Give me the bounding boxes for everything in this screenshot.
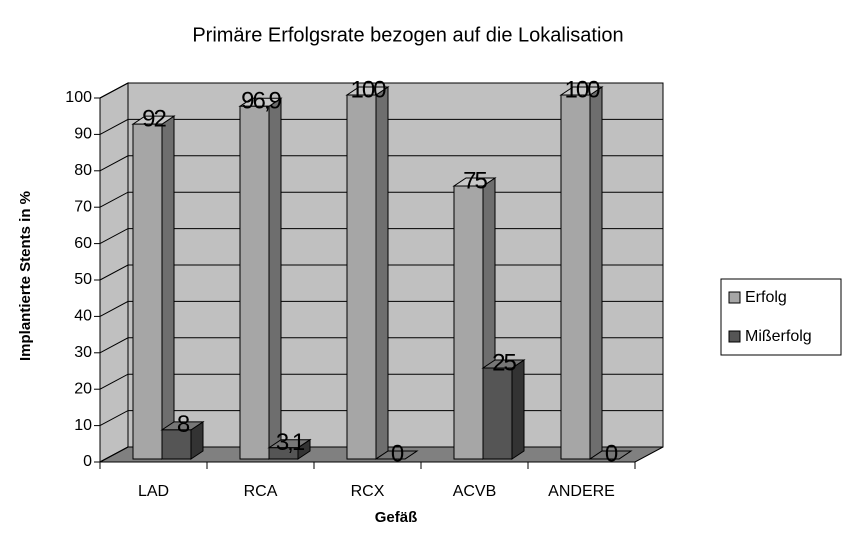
bar-side — [161, 115, 175, 460]
y-axis-label: Implantierte Stents in % — [17, 191, 34, 361]
bar — [559, 86, 604, 460]
x-tick-label: ACVB — [453, 483, 497, 500]
data-label: 96,9 — [241, 88, 281, 115]
y-tick-label: 100 — [65, 89, 92, 106]
y-tick-label: 10 — [74, 417, 92, 434]
legend-box — [720, 278, 842, 356]
y-tick-label: 0 — [83, 453, 92, 470]
x-tick-label: RCA — [244, 483, 278, 500]
y-tick-label: 30 — [74, 344, 92, 361]
y-tick-label: 40 — [74, 308, 92, 325]
data-label: 0 — [605, 440, 618, 467]
data-label: 25 — [492, 349, 516, 376]
bar-front — [268, 447, 299, 460]
y-tick-label: 50 — [74, 271, 92, 288]
data-label: 100 — [564, 76, 600, 103]
legend-swatch — [728, 330, 741, 343]
x-tick-label: RCX — [351, 483, 385, 500]
data-label: 75 — [463, 167, 487, 194]
legend-swatch — [728, 291, 741, 304]
bar-front — [560, 94, 591, 460]
data-label: 92 — [142, 105, 166, 132]
data-label: 0 — [391, 440, 404, 467]
x-tick-label: LAD — [138, 483, 169, 500]
bar — [267, 438, 312, 460]
grid-line — [99, 82, 663, 99]
legend-label: Mißerfolg — [745, 328, 812, 345]
y-tick-label: 20 — [74, 380, 92, 397]
chart-title: Primäre Erfolgsrate bezogen auf die Loka… — [192, 24, 623, 46]
bar-side — [268, 97, 282, 460]
bar-side — [375, 86, 389, 460]
data-label: 100 — [350, 76, 386, 103]
bar — [131, 115, 176, 460]
bar-front — [239, 105, 270, 460]
bar — [345, 86, 390, 460]
grid-line — [99, 118, 663, 135]
x-tick-label: ANDERE — [548, 483, 615, 500]
bar-front — [482, 367, 513, 460]
bar — [374, 450, 419, 460]
grid-line — [99, 155, 663, 172]
bar — [481, 359, 526, 460]
data-label: 8 — [177, 411, 190, 438]
bar — [588, 450, 633, 460]
x-axis-label: Gefäß — [375, 509, 418, 526]
legend-label: Erfolg — [745, 289, 787, 306]
y-tick-label: 60 — [74, 235, 92, 252]
bar-front — [346, 94, 377, 460]
y-tick-label: 80 — [74, 162, 92, 179]
bar-side — [589, 86, 603, 460]
bar — [238, 97, 283, 460]
bar-front — [453, 185, 484, 460]
bar-front — [161, 429, 192, 460]
y-tick-label: 90 — [74, 126, 92, 143]
bar-front — [132, 123, 163, 460]
bar — [160, 420, 205, 460]
data-label: 3,1 — [276, 429, 305, 456]
y-tick-label: 70 — [74, 198, 92, 215]
